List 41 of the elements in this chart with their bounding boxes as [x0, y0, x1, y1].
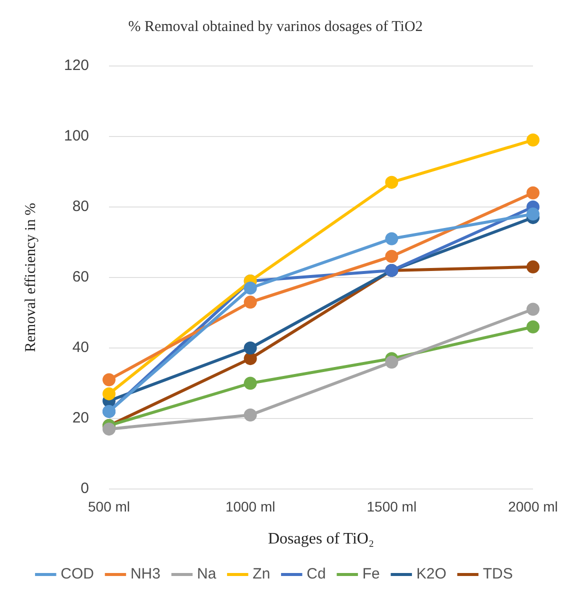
point [244, 282, 257, 295]
point [102, 373, 116, 386]
x-tick-label: 2000 ml [508, 498, 558, 514]
point [385, 356, 398, 369]
point [244, 352, 257, 366]
y-tick-label: 60 [72, 268, 90, 286]
point [385, 250, 398, 263]
legend-label: Na [196, 566, 217, 583]
point [102, 422, 116, 436]
point [244, 376, 257, 390]
point [244, 296, 257, 309]
legend-label: Cd [306, 566, 326, 583]
y-tick-label: 0 [80, 480, 90, 498]
point [102, 387, 116, 400]
chart-title: % Removal obtained by varinos dosages of TiO2 [128, 18, 423, 35]
point [526, 302, 540, 316]
y-tick-label: 100 [64, 128, 90, 145]
x-tick-label: 1500 ml [366, 498, 417, 514]
point [526, 320, 540, 334]
legend-label: K2O [416, 566, 446, 583]
y-tick-label: 80 [72, 198, 90, 216]
y-axis-title: Removal efficiency in % [22, 202, 39, 352]
point [526, 208, 540, 221]
x-axis-title: Dosages of TiO₂ [268, 530, 374, 548]
legend-label: NH3 [130, 566, 160, 583]
point [244, 342, 257, 354]
y-tick-label: 40 [72, 339, 90, 356]
legend-label: TDS [482, 566, 513, 583]
legend-label: COD [60, 566, 94, 583]
x-tick-label: 1000 ml [225, 498, 276, 514]
point [385, 232, 398, 246]
point [385, 176, 398, 189]
legend-label: Zn [252, 566, 270, 583]
legend-label: Fe [362, 566, 380, 583]
y-tick-label: 20 [72, 410, 90, 427]
x-tick-label: 500 ml [88, 498, 130, 514]
point [526, 260, 540, 274]
y-tick-label: 120 [64, 57, 90, 74]
point [244, 408, 257, 422]
point [526, 134, 540, 147]
point [526, 186, 540, 200]
